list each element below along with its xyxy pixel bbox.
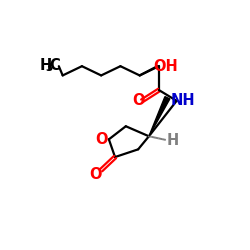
Text: H: H — [167, 132, 179, 148]
Text: OH: OH — [154, 59, 178, 74]
Text: C: C — [49, 58, 60, 73]
Text: O: O — [90, 167, 102, 182]
Text: H: H — [40, 58, 52, 73]
Text: NH: NH — [170, 93, 195, 108]
Text: O: O — [132, 93, 144, 108]
Text: 3: 3 — [45, 63, 52, 73]
Polygon shape — [149, 96, 170, 136]
Text: O: O — [95, 132, 108, 147]
